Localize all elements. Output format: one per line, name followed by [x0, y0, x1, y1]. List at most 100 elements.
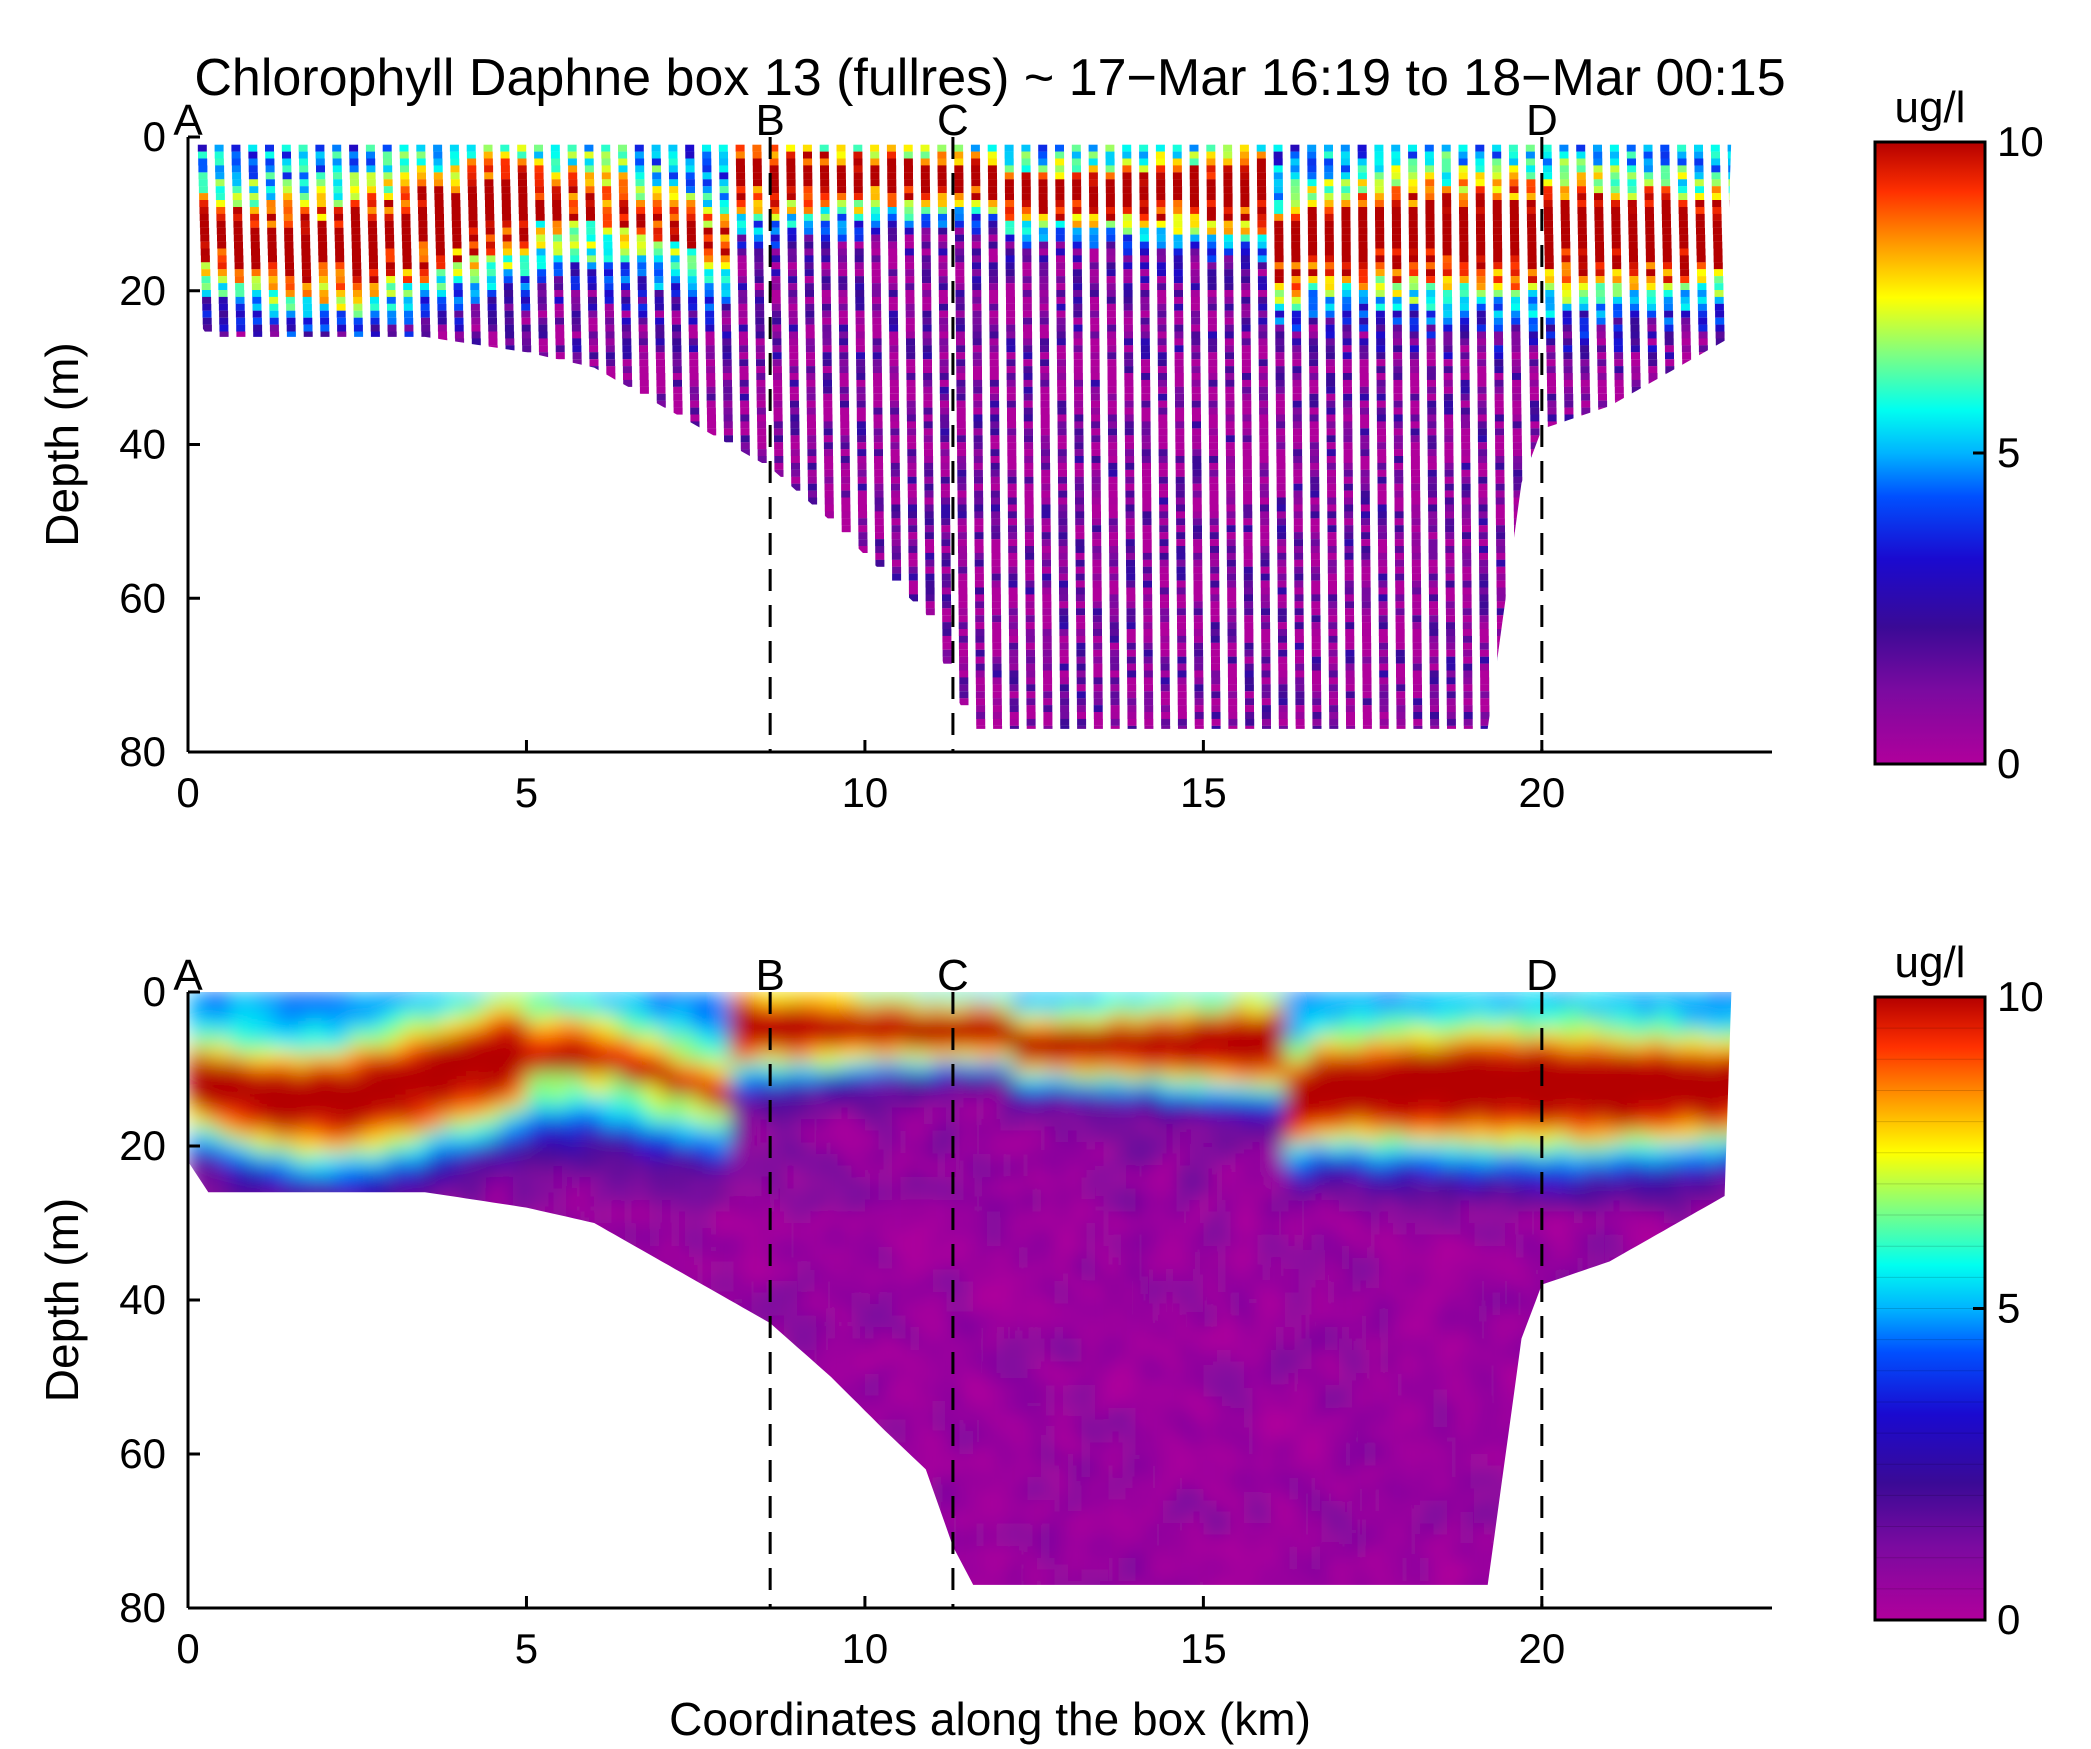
data-point [1274, 255, 1284, 263]
data-point [620, 262, 630, 270]
data-point [1141, 435, 1151, 443]
data-point [1612, 262, 1622, 270]
data-point [1241, 317, 1251, 325]
data-point [1493, 290, 1503, 297]
data-point [925, 559, 935, 567]
data-point [924, 504, 934, 512]
data-point [1223, 227, 1233, 235]
data-point [1141, 428, 1151, 436]
data-point [870, 165, 880, 173]
data-point [1328, 622, 1338, 630]
data-point [1161, 712, 1171, 719]
data-point [602, 213, 612, 221]
data-point [786, 172, 796, 180]
data-point [837, 241, 847, 249]
data-point [956, 428, 966, 436]
data-point [1393, 442, 1403, 450]
data-point [1342, 366, 1352, 374]
data-point [1496, 532, 1506, 540]
data-point [1463, 705, 1473, 713]
data-point [655, 331, 665, 339]
data-point [789, 359, 799, 367]
data-point [1425, 186, 1435, 194]
data-point [1156, 220, 1166, 228]
data-point [1309, 428, 1319, 436]
data-point [755, 303, 765, 311]
data-point [821, 255, 831, 263]
data-point [1328, 608, 1338, 616]
data-point [685, 158, 695, 166]
data-point [568, 179, 578, 187]
data-point [433, 144, 443, 152]
data-point [1345, 677, 1355, 685]
data-point [1460, 400, 1470, 408]
data-point [904, 213, 914, 221]
data-point [1374, 193, 1384, 201]
data-point [1526, 172, 1536, 180]
data-point [1496, 525, 1505, 533]
data-point [416, 144, 426, 152]
data-point [1176, 573, 1186, 581]
data-point [1177, 677, 1187, 685]
data-point [1528, 296, 1538, 304]
data-point [957, 490, 967, 498]
data-point [1093, 635, 1103, 643]
data-point [1395, 608, 1405, 616]
data-point [471, 317, 481, 325]
data-point [504, 317, 514, 325]
data-point [1140, 338, 1150, 346]
data-point [1509, 207, 1519, 214]
data-point [1630, 303, 1639, 311]
data-point [956, 435, 966, 443]
data-point [283, 193, 293, 201]
data-point [1311, 663, 1321, 671]
data-point [283, 220, 293, 228]
data-point [1412, 656, 1422, 664]
data-point [1021, 207, 1031, 214]
data-point [689, 359, 699, 367]
data-point [1293, 469, 1303, 477]
data-point [891, 483, 900, 491]
data-point [199, 193, 209, 201]
data-point [1446, 718, 1456, 726]
data-point [317, 227, 327, 235]
data-point [1007, 469, 1017, 477]
data-point [1075, 532, 1085, 540]
data-point [1411, 518, 1421, 526]
data-point [450, 151, 460, 159]
data-point [333, 186, 343, 194]
data-point [974, 559, 984, 567]
data-point [1127, 698, 1137, 706]
data-point [1526, 165, 1536, 173]
data-point [1310, 483, 1320, 491]
data-point [938, 220, 948, 228]
data-point [1091, 414, 1101, 422]
data-point [521, 303, 531, 311]
data-point [1206, 151, 1216, 159]
data-point [990, 393, 999, 401]
data-point [1292, 407, 1302, 415]
data-point [839, 331, 849, 339]
data-point [1375, 276, 1385, 284]
data-point [1207, 303, 1217, 311]
data-point [839, 352, 849, 360]
data-point [887, 151, 896, 159]
data-point [1126, 656, 1136, 664]
data-point [302, 296, 312, 304]
data-point [719, 193, 729, 201]
data-point [1613, 296, 1622, 304]
data-point [1345, 629, 1355, 636]
data-point [1561, 248, 1571, 256]
data-point [991, 594, 1001, 602]
data-point [1074, 400, 1084, 408]
data-point [1226, 497, 1236, 505]
data-point [804, 234, 814, 242]
data-point [1292, 331, 1302, 339]
data-point [1411, 469, 1420, 477]
data-point [789, 366, 799, 374]
data-point [454, 324, 464, 332]
data-point [1461, 428, 1471, 436]
data-point [1295, 677, 1305, 685]
data-point [1173, 186, 1183, 194]
data-point [1174, 373, 1184, 380]
